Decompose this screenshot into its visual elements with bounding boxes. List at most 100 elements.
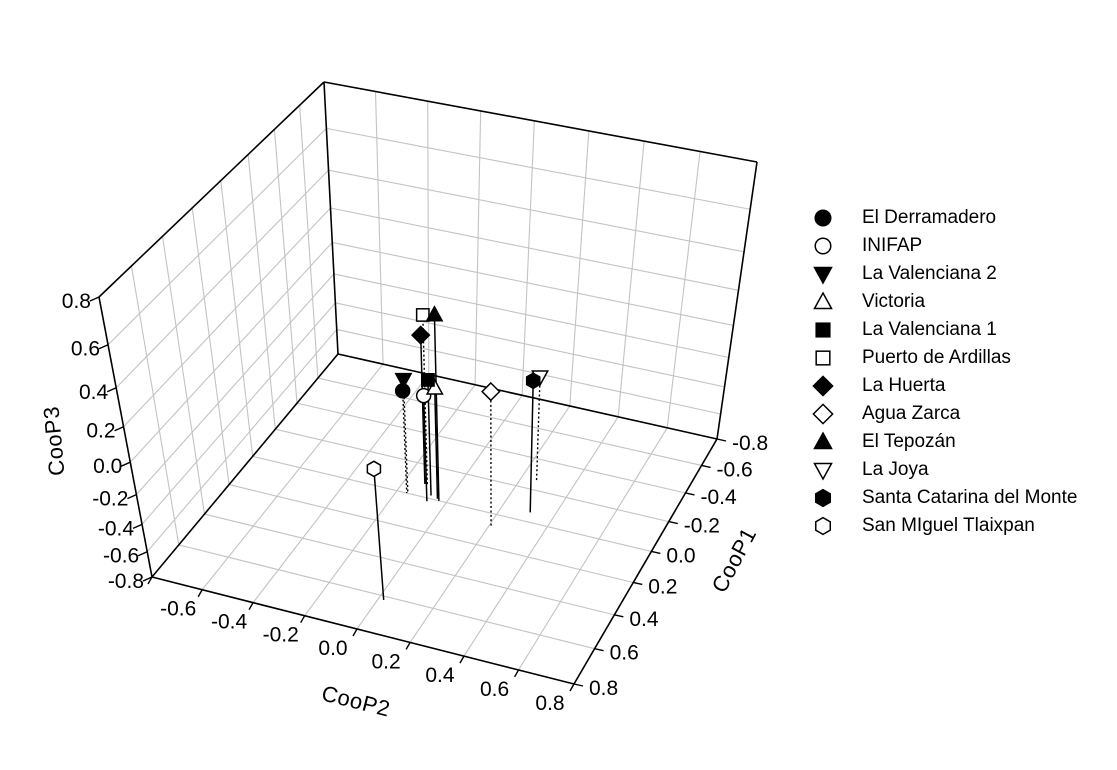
x-tick-label: 0.6 [480, 678, 509, 701]
gridline [141, 302, 336, 525]
legend-label: San MIguel Tlaixpan [862, 515, 1035, 536]
tick-mark [89, 296, 100, 302]
gridline [201, 363, 384, 591]
tick-mark [651, 550, 661, 555]
legend-item-el-tepozan: El Tepozán [806, 428, 1077, 456]
tick-mark [98, 344, 109, 350]
gridline [273, 129, 298, 404]
z-tick-label: -0.4 [98, 517, 135, 540]
tick-mark [569, 683, 575, 692]
gridline [332, 241, 734, 326]
legend-marker-shape [812, 403, 834, 425]
gridline [123, 207, 331, 428]
box-edge [98, 81, 325, 298]
legend-marker-circle-filled-icon [814, 209, 832, 227]
box-edge [151, 353, 339, 578]
z-tick-label: 0.2 [86, 420, 115, 443]
gridline [161, 236, 206, 515]
box-edge [716, 161, 758, 440]
stem-san-miguel-tlaixpan [373, 468, 385, 600]
gridline [330, 207, 739, 291]
point-inifap [415, 387, 432, 404]
legend-label: Victoria [862, 291, 926, 312]
gridline [356, 394, 523, 630]
data-point-markers [366, 305, 550, 478]
tick-mark [685, 492, 695, 496]
gridline [146, 329, 338, 553]
x-tick-label: 0.4 [425, 664, 455, 687]
tick-mark [300, 615, 306, 624]
tick-mark [248, 602, 254, 610]
tick-mark [594, 647, 604, 652]
legend-marker-shape [815, 488, 831, 508]
legend-marker-shape [813, 291, 833, 310]
gridline [228, 484, 634, 584]
gridline [220, 180, 254, 457]
tick-mark [137, 551, 148, 557]
legend-marker-shape [813, 462, 833, 481]
point-santa-catarina-del-monte [525, 372, 541, 390]
gridline [135, 273, 335, 495]
gridline [336, 328, 721, 415]
stem-el-derramadero [401, 390, 408, 494]
gridline [191, 207, 230, 485]
legend-item-santa-catarina-del-monte: Santa Catarina del Monte [806, 484, 1077, 512]
legend-marker-shape [815, 322, 831, 338]
gridline [275, 428, 669, 523]
y-tick-label: 0.8 [589, 677, 618, 700]
point-victoria [425, 378, 444, 395]
y-tick-label: 0.4 [629, 608, 659, 631]
legend-marker-diamond-filled-icon [812, 375, 834, 397]
tick-mark [114, 426, 124, 432]
y-tick-label: -0.4 [700, 486, 737, 509]
tick-mark [668, 520, 678, 525]
gridline [299, 105, 319, 379]
gridline [296, 402, 686, 494]
legend-item-la-huerta: La Huerta [806, 372, 1077, 400]
legend-marker-triangle-up-filled-icon [813, 431, 833, 450]
point-la-valenciana-1 [420, 373, 435, 387]
gridline [252, 455, 652, 552]
gridline [518, 427, 668, 671]
y-tick-label: -0.6 [717, 458, 753, 481]
tick-mark [614, 614, 624, 618]
wall-and-floor-gridlines [107, 91, 751, 671]
gridline [463, 416, 619, 657]
tick-mark [132, 523, 143, 529]
legend-label: Agua Zarca [862, 403, 961, 424]
tick-mark [573, 683, 584, 687]
tick-mark [147, 576, 153, 585]
gridline [666, 151, 701, 428]
legend-label: La Valenciana 2 [862, 263, 997, 284]
z-tick-label: 0.8 [62, 290, 91, 313]
z-axis-title: CooP3 [39, 405, 70, 477]
legend-marker-shape [815, 516, 831, 536]
gridline [247, 154, 276, 430]
gridline [304, 384, 476, 617]
z-tick-label: 0.4 [79, 381, 109, 404]
point-la-huerta [410, 325, 431, 345]
legend-item-la-joya: La Joya [806, 456, 1077, 484]
legend-item-la-valenciana-2: La Valenciana 2 [806, 260, 1077, 288]
gridline [317, 377, 702, 467]
z-tick-label: 0.0 [93, 455, 122, 478]
legend-label: El Tepozán [862, 431, 956, 452]
legend-marker-triangle-up-open-icon [813, 291, 833, 310]
legend: El Derramadero INIFAP La Valenciana 2 Victo… [806, 204, 1077, 540]
gridline [474, 110, 482, 385]
tick-mark [127, 493, 137, 500]
axis-tick-marks [89, 296, 727, 692]
legend-marker-shape [814, 209, 832, 227]
gridline [129, 242, 333, 463]
z-tick-label: -0.6 [103, 545, 139, 568]
x-tick-label: -0.4 [211, 611, 248, 634]
gridline [328, 169, 745, 253]
gridline [335, 302, 725, 388]
x-tick-label: -0.6 [160, 598, 196, 621]
point-el-tepozan [425, 305, 444, 322]
tick-mark [197, 589, 203, 598]
stem-la-huerta [419, 335, 426, 485]
gridline [333, 273, 729, 359]
tick-mark [701, 464, 711, 469]
